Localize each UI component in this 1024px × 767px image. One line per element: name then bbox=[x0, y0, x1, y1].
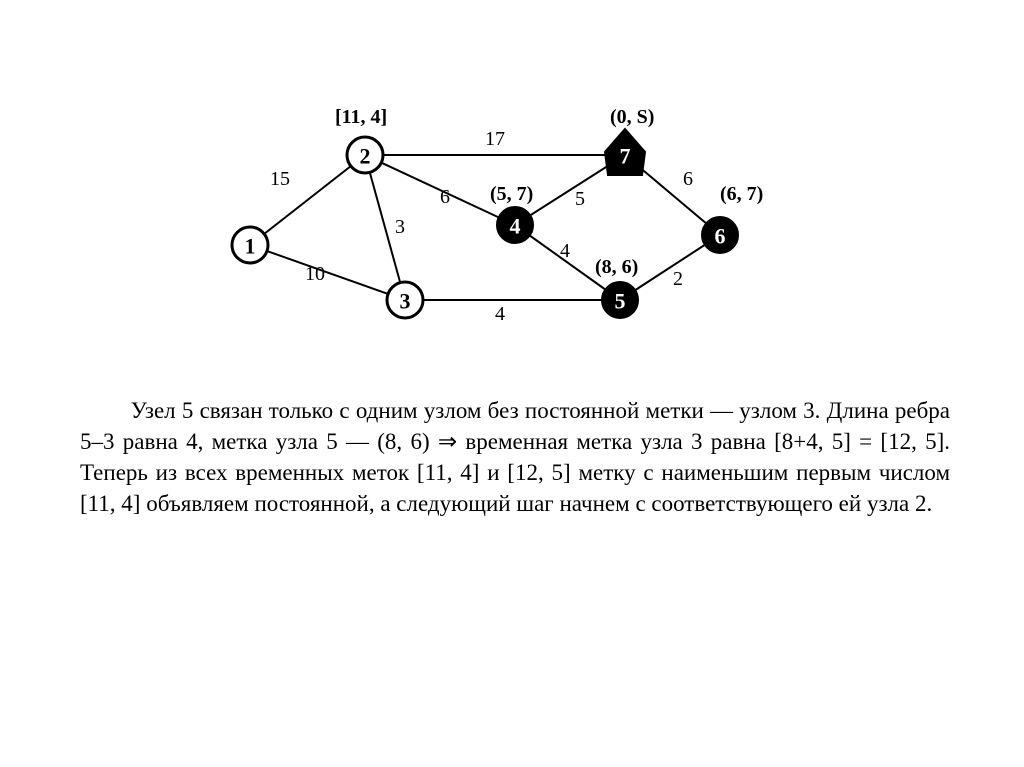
node-annotation-5: (8, 6) bbox=[595, 256, 638, 278]
node-label-3: 3 bbox=[400, 289, 411, 314]
node-annotation-7: (0, S) bbox=[610, 106, 654, 128]
edge-weight-2-4: 6 bbox=[440, 186, 450, 208]
node-label-1: 1 bbox=[245, 234, 256, 259]
edge-weight-4-7: 5 bbox=[575, 188, 585, 210]
node-annotation-4: (5, 7) bbox=[490, 183, 533, 205]
node-label-6: 6 bbox=[715, 224, 726, 249]
description-paragraph: Узел 5 связан только с одним узлом без п… bbox=[80, 395, 950, 519]
graph-diagram: 15 10 3 6 17 4 4 5 2 6 1 2 3 4 5 6 7 [11, 4] (5, 7) (8, 6… bbox=[190, 105, 770, 335]
edge-weight-1-3: 10 bbox=[305, 263, 325, 285]
edge-weight-4-5: 4 bbox=[560, 240, 570, 262]
nodes-layer: 1 2 3 4 5 6 7 bbox=[232, 129, 738, 318]
node-5: 5 bbox=[602, 282, 638, 318]
node-2: 2 bbox=[347, 137, 383, 173]
edge-1-2 bbox=[250, 155, 365, 245]
node-label-4: 4 bbox=[510, 214, 521, 239]
node-6: 6 bbox=[702, 217, 738, 253]
edge-weight-1-2: 15 bbox=[270, 168, 290, 190]
node-annotation-2: [11, 4] bbox=[335, 106, 387, 128]
edge-weight-3-5: 4 bbox=[495, 303, 505, 325]
node-label-2: 2 bbox=[360, 144, 371, 169]
node-label-5: 5 bbox=[615, 289, 626, 314]
page: 15 10 3 6 17 4 4 5 2 6 1 2 3 4 5 6 7 [11, 4] (5, 7) (8, 6… bbox=[0, 0, 1024, 767]
edge-weight-2-3: 3 bbox=[395, 216, 405, 238]
graph-svg: 15 10 3 6 17 4 4 5 2 6 1 2 3 4 5 6 7 [11, 4] (5, 7) (8, 6… bbox=[190, 105, 770, 335]
paragraph-text: Узел 5 связан только с одним узлом без п… bbox=[80, 395, 950, 519]
edge-weight-6-7: 6 bbox=[683, 168, 693, 190]
node-annotations-layer: [11, 4] (5, 7) (8, 6) (6, 7) (0, S) bbox=[335, 106, 763, 278]
node-1: 1 bbox=[232, 227, 268, 263]
node-label-7: 7 bbox=[620, 144, 631, 169]
node-annotation-6: (6, 7) bbox=[720, 183, 763, 205]
edge-weight-5-6: 2 bbox=[673, 268, 683, 290]
node-4: 4 bbox=[497, 207, 533, 243]
edge-weight-2-7: 17 bbox=[485, 128, 505, 150]
node-3: 3 bbox=[387, 282, 423, 318]
edge-1-3 bbox=[250, 245, 405, 300]
node-7: 7 bbox=[605, 129, 645, 175]
